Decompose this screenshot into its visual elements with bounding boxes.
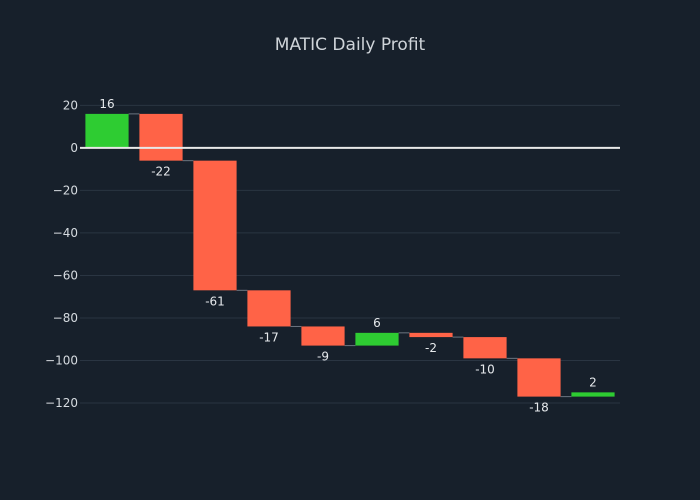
data-label: -22 [151, 165, 171, 179]
y-tick-label: −60 [53, 268, 78, 282]
data-label: 2 [589, 375, 597, 389]
increase-bar [571, 392, 615, 397]
data-label: -10 [475, 362, 495, 376]
decrease-bar [247, 290, 291, 327]
y-tick-label: −120 [45, 396, 78, 410]
data-label: -17 [259, 330, 279, 344]
y-tick-label: −40 [53, 226, 78, 240]
data-label: 6 [373, 316, 381, 330]
chart-title: MATIC Daily Profit [275, 35, 426, 55]
data-label: 16 [99, 97, 114, 111]
decrease-bar [463, 337, 507, 359]
decrease-bar [193, 160, 237, 291]
y-tick-label: −80 [53, 311, 78, 325]
decrease-bar [517, 358, 561, 397]
increase-bar [355, 332, 399, 346]
y-tick-label: −20 [53, 183, 78, 197]
decrease-bar [301, 326, 345, 346]
grid-layer [80, 104, 620, 404]
y-tick-label: −100 [45, 353, 78, 367]
data-label-layer: 16 -22 -61 -17 -9 6 -2 -10 -18 2 [99, 97, 596, 415]
data-label: -61 [205, 294, 225, 308]
bar-layer [85, 113, 615, 397]
y-tick-label: 20 [63, 98, 78, 112]
y-tick-label: 0 [70, 141, 78, 155]
data-label: -2 [425, 341, 437, 355]
data-label: -18 [529, 401, 549, 415]
increase-bar [85, 113, 129, 148]
decrease-bar [409, 332, 453, 338]
decrease-bar [139, 113, 183, 161]
connector-layer [128, 113, 572, 398]
y-axis-tick-labels: 20 0 −20 −40 −60 −80 −100 −120 [45, 98, 78, 410]
data-label: -9 [317, 350, 329, 364]
